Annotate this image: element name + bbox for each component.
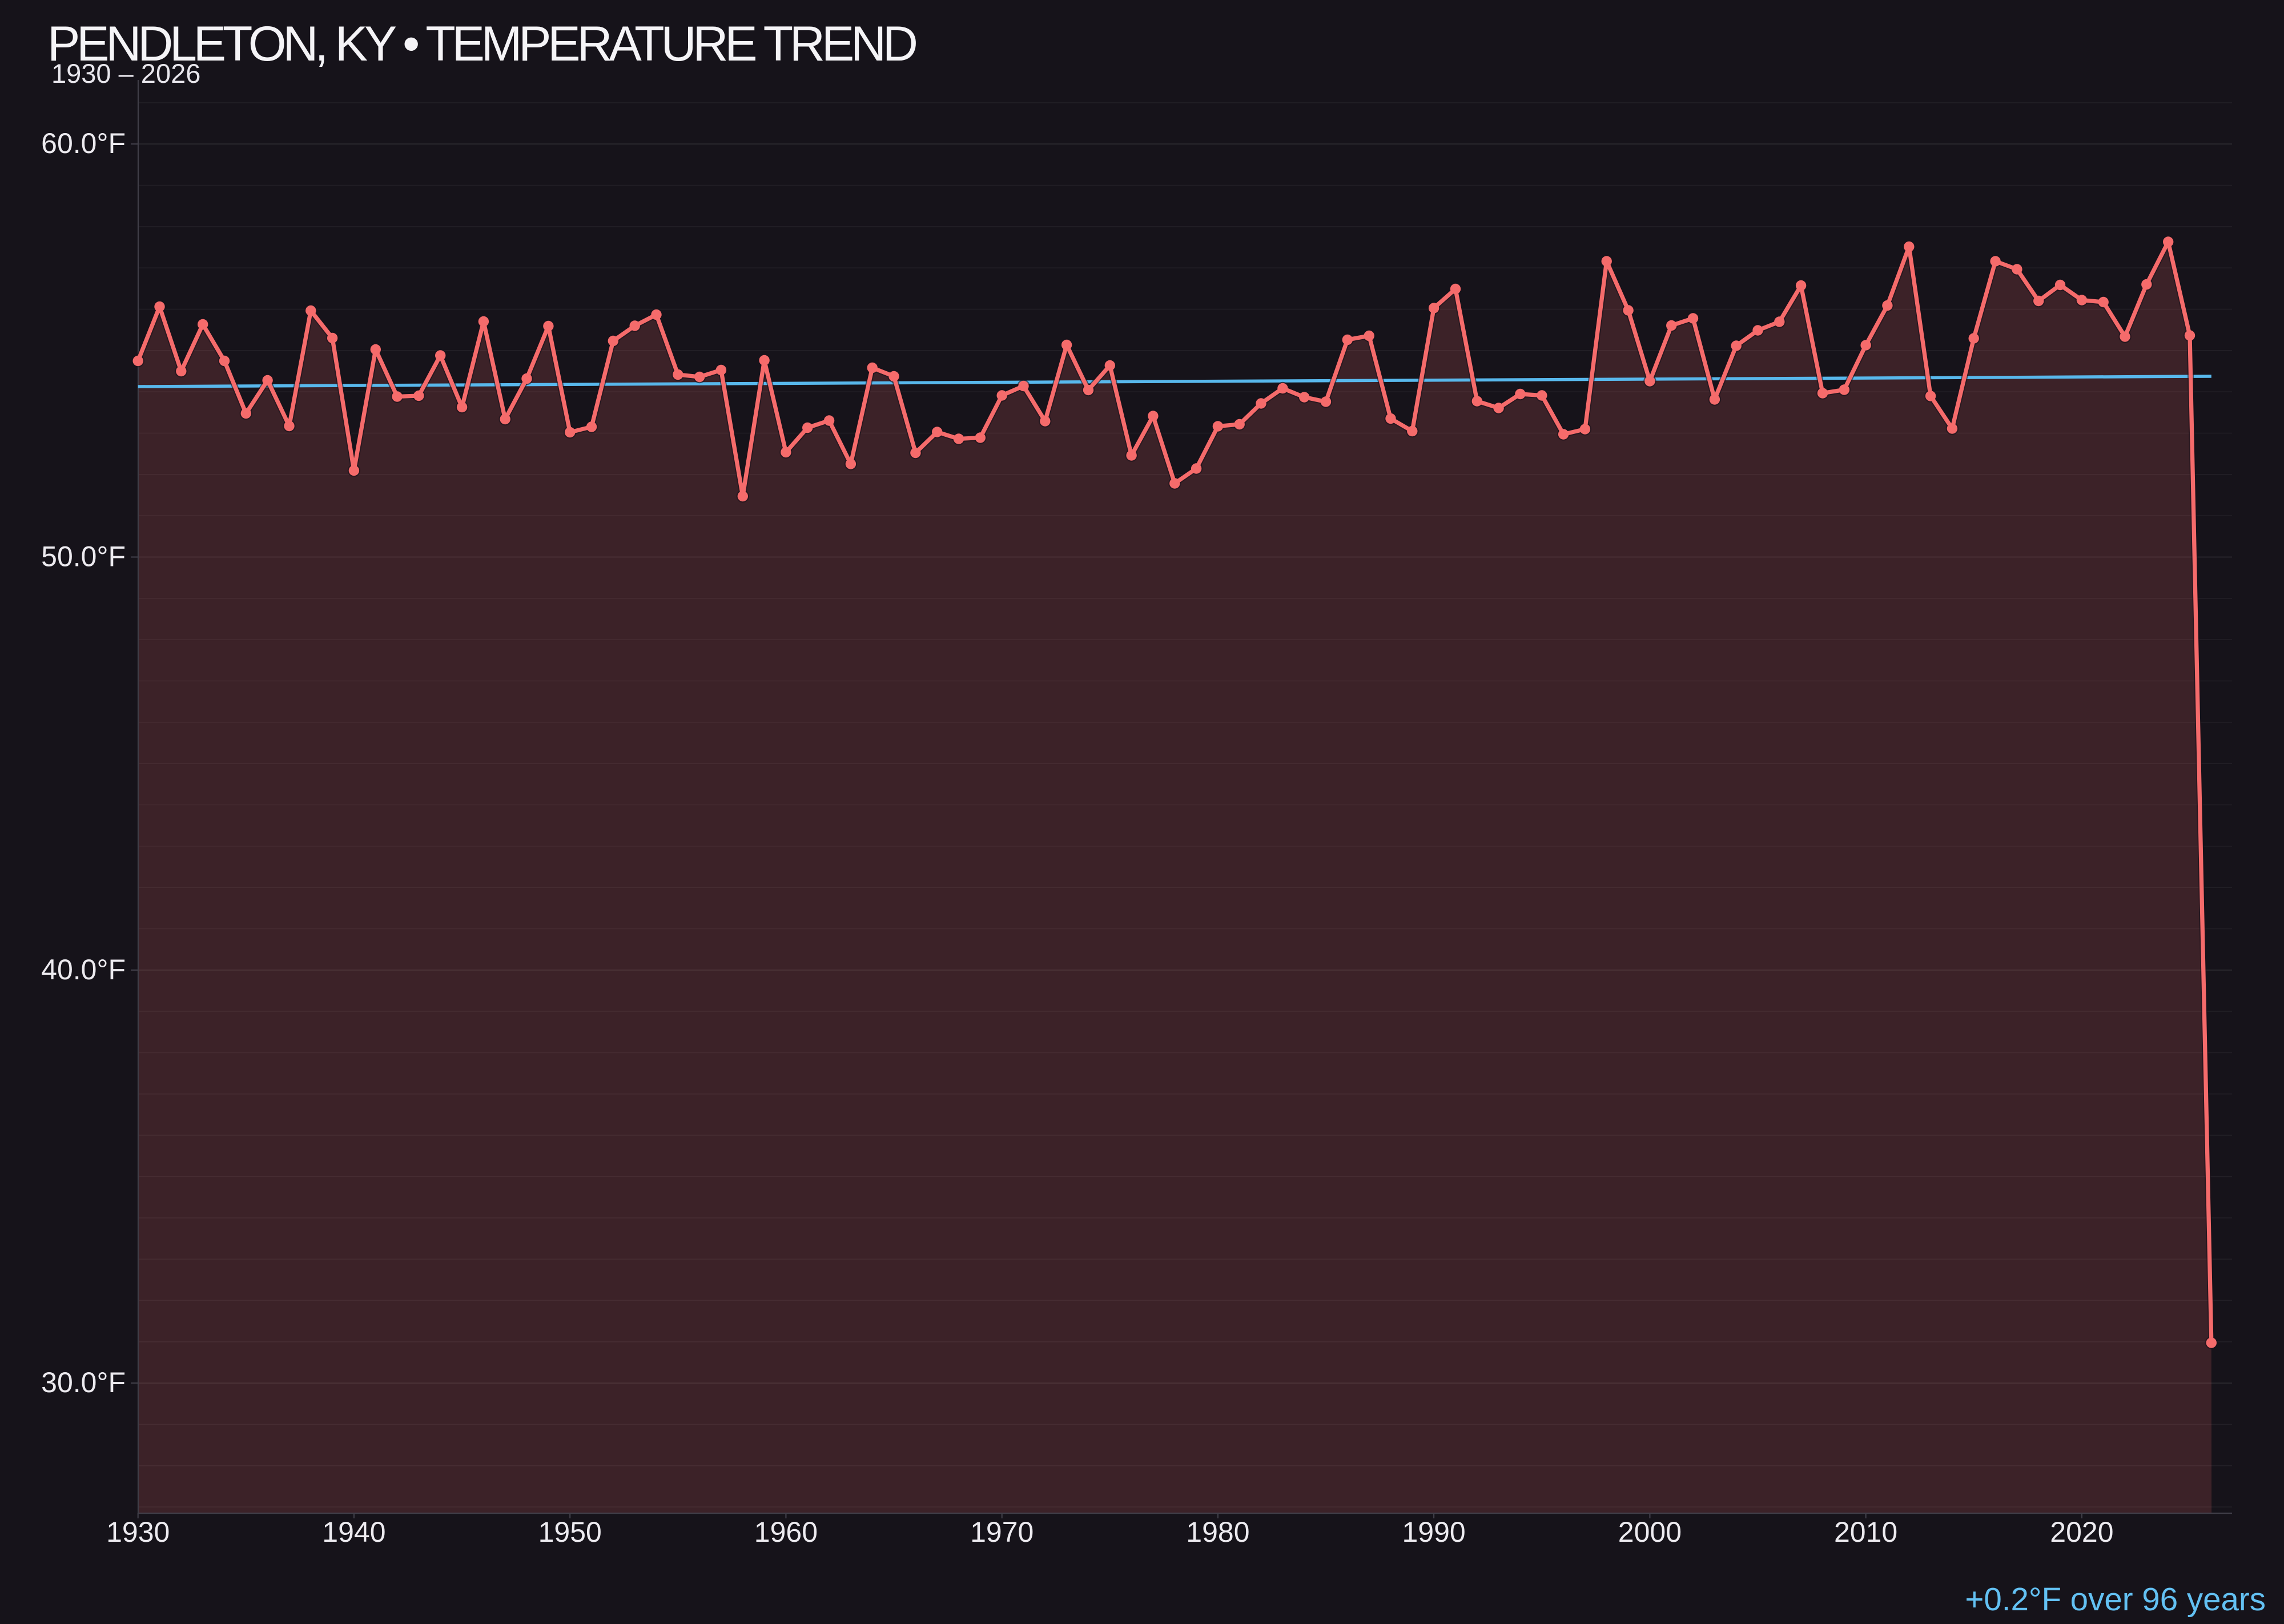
svg-text:1970: 1970 [970, 1516, 1034, 1548]
svg-text:1930 – 2026: 1930 – 2026 [51, 58, 200, 89]
svg-text:40.0°F: 40.0°F [41, 954, 126, 986]
svg-text:1960: 1960 [754, 1516, 818, 1548]
svg-text:1930: 1930 [106, 1516, 170, 1548]
svg-text:30.0°F: 30.0°F [41, 1366, 126, 1398]
svg-text:60.0°F: 60.0°F [41, 127, 126, 159]
svg-text:50.0°F: 50.0°F [41, 541, 126, 573]
svg-text:PENDLETON, KY • TEMPERATURE TR: PENDLETON, KY • TEMPERATURE TREND [47, 17, 916, 71]
svg-text:2020: 2020 [2050, 1516, 2113, 1548]
svg-text:2000: 2000 [1618, 1516, 1682, 1548]
svg-text:1950: 1950 [538, 1516, 602, 1548]
svg-text:1940: 1940 [322, 1516, 385, 1548]
svg-text:+0.2°F over 96 years: +0.2°F over 96 years [1965, 1581, 2266, 1617]
svg-text:1980: 1980 [1186, 1516, 1249, 1548]
svg-text:2010: 2010 [1834, 1516, 1897, 1548]
svg-text:1990: 1990 [1402, 1516, 1465, 1548]
